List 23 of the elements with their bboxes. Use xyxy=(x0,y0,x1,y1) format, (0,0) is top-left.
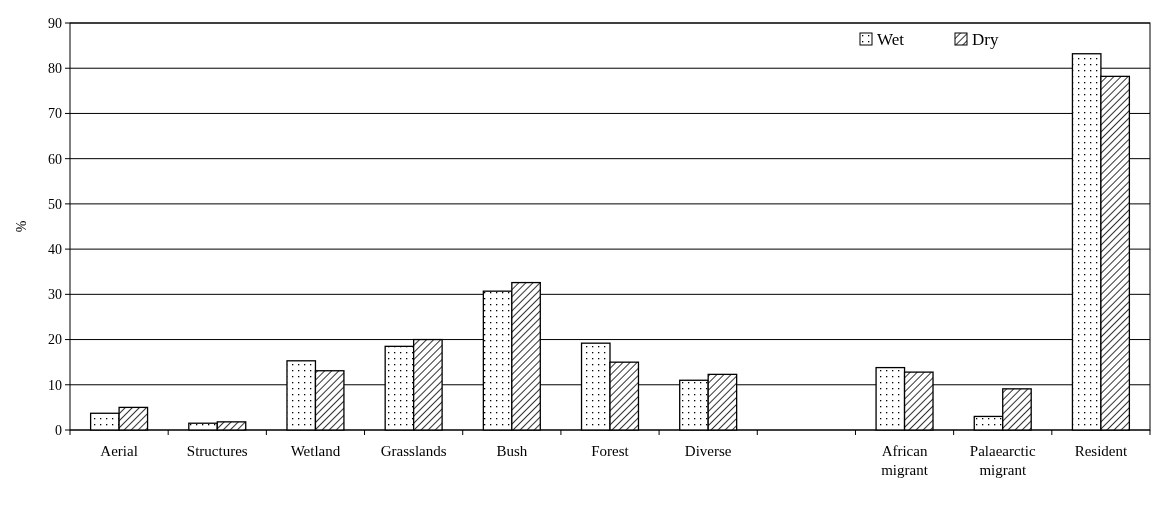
y-axis-title: % xyxy=(14,220,29,233)
x-tick-label: Structures xyxy=(186,443,248,459)
y-tick-label: 70 xyxy=(48,106,62,122)
x-tick-label: Resident xyxy=(1074,443,1128,459)
x-tick-label: African migrant xyxy=(881,443,929,478)
y-tick-label: 0 xyxy=(55,422,62,438)
x-tick-label: Diverse xyxy=(684,443,732,459)
x-tick-label: Bush xyxy=(496,443,528,459)
y-tick-label: 20 xyxy=(48,332,62,348)
y-tick-label: 30 xyxy=(48,287,62,303)
x-tick-label: Grasslands xyxy=(380,443,447,459)
y-tick-label: 50 xyxy=(48,196,62,212)
legend-label: Dry xyxy=(972,30,999,49)
y-tick-label: 10 xyxy=(48,377,62,393)
y-tick-label: 60 xyxy=(48,151,62,167)
x-tick-label: Wetland xyxy=(290,443,341,459)
legend-label: Wet xyxy=(877,30,905,49)
x-tick-label: Aerial xyxy=(100,443,138,459)
y-tick-label: 80 xyxy=(48,61,62,77)
y-tick-label: 90 xyxy=(48,15,62,31)
x-tick-label: Forest xyxy=(591,443,630,459)
x-tick-label: Palaearctic migrant xyxy=(969,443,1036,478)
y-tick-label: 40 xyxy=(48,242,62,258)
